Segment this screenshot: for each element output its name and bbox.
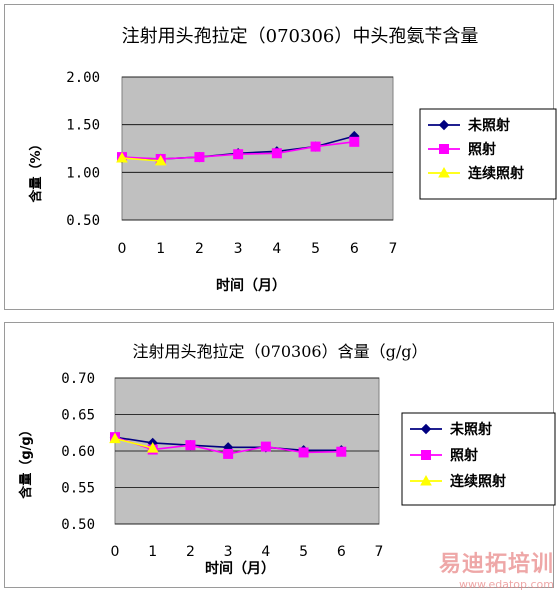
- chart-2-y-axis-label: 含量（g/g）: [18, 423, 34, 499]
- chart-panel-1: 注射用头孢拉定（070306）中头孢氨苄含量 0.50 1.00 1.50 2.00 0 1…: [4, 4, 557, 310]
- chart-2-legend-marker-1: [420, 423, 432, 435]
- chart-1-svg: 注射用头孢拉定（070306）中头孢氨苄含量 0.50 1.00 1.50 2.00 0 1…: [28, 26, 557, 294]
- chart-2-series-2-point: [185, 440, 196, 451]
- chart-1-legend-label-2: 照射: [468, 141, 496, 158]
- chart-1-legend-marker-2: [439, 144, 449, 154]
- chart-1-y-axis-label: 含量（%）: [28, 137, 44, 203]
- chart-2-series-2-point: [223, 448, 234, 459]
- chart-2-x-axis-label: 时间（月）: [205, 560, 275, 577]
- chart-1-series-2-point: [271, 148, 282, 159]
- chart-2-legend-label-1: 未照射: [450, 421, 492, 438]
- chart-2-series-3-line: [114, 437, 153, 449]
- chart-1-series-2-point: [349, 136, 360, 147]
- chart-1-x-tick-label: 5: [311, 241, 320, 257]
- chart-1-series-3-point: [154, 154, 167, 166]
- chart-2-y-tick-label: 0.55: [61, 481, 95, 497]
- chart-2-x-tick-label: 7: [375, 544, 384, 560]
- chart-2-title: 注射用头孢拉定（070306）含量（g/g）: [133, 342, 428, 361]
- chart-1-x-tick-label: 2: [195, 241, 204, 257]
- chart-2-legend-label-3: 连续照射: [450, 473, 506, 490]
- chart-2-x-tick-label: 6: [337, 544, 346, 560]
- chart-2-y-tick-label: 0.65: [61, 408, 95, 424]
- chart-1-y-tick-label: 2.00: [66, 70, 100, 86]
- chart-2-y-tick-label: 0.60: [61, 444, 95, 460]
- chart-2-series-2-point: [336, 446, 347, 457]
- chart-1-x-tick-label: 6: [350, 241, 359, 257]
- chart-1-series-2-point: [194, 152, 205, 163]
- chart-panel-2: 注射用头孢拉定（070306）含量（g/g） 0.50 0.55 0.60 0.65 0.…: [4, 322, 556, 588]
- chart-1-x-tick-label: 3: [234, 241, 243, 257]
- chart-1-x-tick-label: 4: [272, 241, 281, 257]
- chart-2-series-3-point: [109, 432, 121, 444]
- chart-2-y-tick-label: 0.70: [61, 371, 95, 387]
- chart-1-x-tick-label: 1: [156, 241, 165, 257]
- watermark-url: www.edatop.com: [459, 578, 554, 591]
- chart-2-legend-marker-3: [420, 474, 432, 486]
- chart-1-y-tick-label: 1.50: [66, 118, 100, 134]
- chart-1-y-tick-label: 1.00: [66, 165, 100, 181]
- watermark-text: 易迪拓培训: [438, 552, 554, 577]
- chart-2-legend-label-2: 照射: [450, 447, 478, 464]
- chart-2-x-tick-label: 4: [261, 544, 270, 560]
- chart-1-x-tick-label: 0: [118, 241, 127, 257]
- chart-1-x-tick-label: 7: [389, 241, 398, 257]
- chart-1-legend-label-1: 未照射: [468, 117, 510, 134]
- chart-1-plot-area: [121, 76, 394, 221]
- chart-1-title: 注射用头孢拉定（070306）中头孢氨苄含量: [122, 26, 479, 47]
- chart-2-x-tick-label: 3: [224, 544, 233, 560]
- chart-2-x-tick-label: 0: [111, 544, 120, 560]
- watermark: 易迪拓培训 www.edatop.com: [439, 546, 554, 591]
- chart-2-y-tick-label: 0.50: [61, 517, 95, 533]
- chart-1-series-2-point: [233, 149, 244, 160]
- chart-1-y-tick-label: 0.50: [66, 213, 100, 229]
- chart-2-series-2-point: [298, 447, 309, 458]
- chart-2-x-tick-label: 5: [299, 544, 308, 560]
- chart-2-svg: 注射用头孢拉定（070306）含量（g/g） 0.50 0.55 0.60 0.65 0.…: [18, 342, 556, 577]
- chart-2-legend-marker-2: [421, 450, 431, 460]
- chart-1-series-3-line: [121, 157, 161, 162]
- chart-1-series-3-point: [116, 152, 128, 163]
- chart-1-legend-label-3: 连续照射: [468, 165, 524, 182]
- chart-2-series-2-point: [260, 441, 271, 452]
- chart-1-x-axis-label: 时间（月）: [216, 277, 286, 294]
- chart-1-legend-marker-3: [438, 166, 450, 178]
- chart-2-x-tick-label: 1: [148, 544, 157, 560]
- chart-1-legend-marker-1: [438, 119, 450, 131]
- chart-1-series-2-point: [310, 141, 321, 152]
- chart-2-x-tick-label: 2: [186, 544, 195, 560]
- chart-2-series-3-point: [146, 442, 159, 453]
